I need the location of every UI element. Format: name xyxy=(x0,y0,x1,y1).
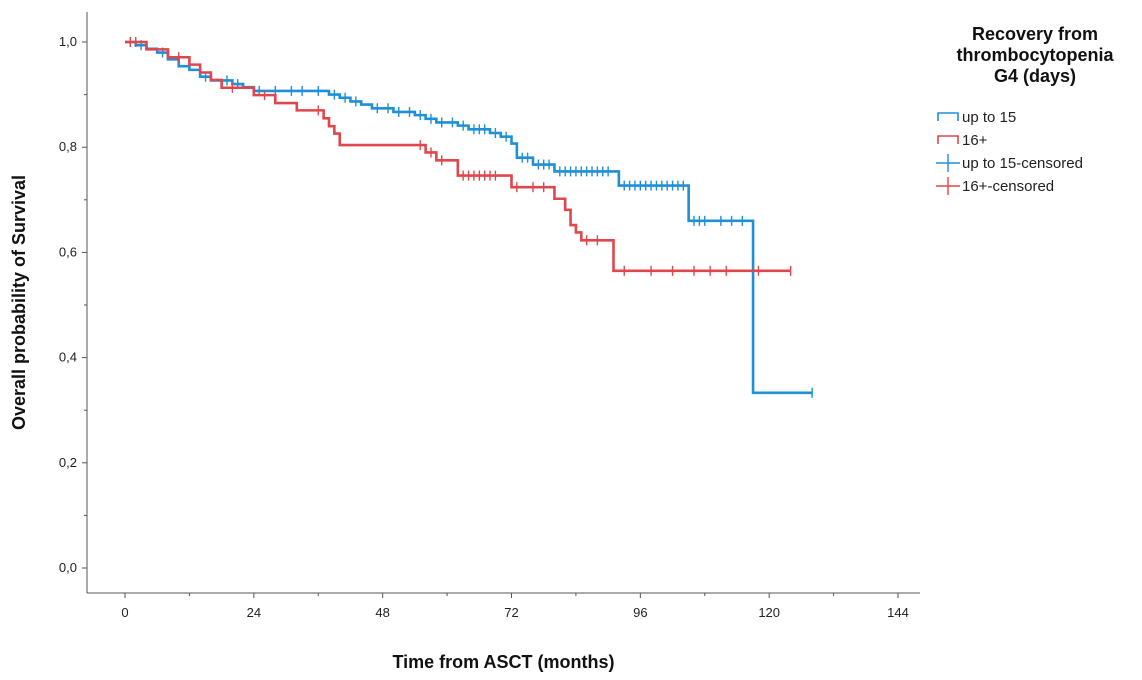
series-0 xyxy=(125,37,813,398)
series-layer xyxy=(125,37,813,398)
y-axis-title: Overall probability of Survival xyxy=(9,175,29,430)
x-tick-label: 144 xyxy=(887,605,909,620)
x-tick-label: 96 xyxy=(633,605,647,620)
x-tick-label: 120 xyxy=(758,605,780,620)
legend-label: up to 15 xyxy=(962,109,1016,126)
legend-label: up to 15-censored xyxy=(962,155,1083,172)
survival-curve xyxy=(125,40,813,395)
y-tick-label: 0,2 xyxy=(59,455,77,470)
legend-entry: 16+-censored xyxy=(936,177,1054,195)
x-tick-label: 48 xyxy=(375,605,389,620)
legend-title: G4 (days) xyxy=(994,66,1076,86)
x-axis-title: Time from ASCT (months) xyxy=(392,652,614,672)
legend-title: thrombocytopenia xyxy=(956,45,1114,65)
axes: 0,0 0,2 0,4 0,6 0,8 1,0 0 24 48 72 96 120 144 Time fr… xyxy=(9,12,920,672)
legend-label: 16+ xyxy=(962,132,988,149)
y-tick-label: 0,0 xyxy=(59,560,77,575)
legend-label: 16+-censored xyxy=(962,178,1054,195)
legend-entry: up to 15-censored xyxy=(936,154,1083,172)
legend-swatch xyxy=(937,112,959,121)
survival-curve xyxy=(125,40,791,273)
legend-title: Recovery from xyxy=(972,24,1098,44)
legend-entry: up to 15 xyxy=(937,109,1016,126)
y-tick-label: 0,6 xyxy=(59,244,77,259)
y-tick-label: 0,4 xyxy=(59,350,77,365)
legend-swatch xyxy=(937,135,959,144)
x-tick-label: 72 xyxy=(504,605,518,620)
y-tick-label: 1,0 xyxy=(59,34,77,49)
x-tick-label: 24 xyxy=(247,605,261,620)
series-1 xyxy=(125,37,792,276)
y-tick-label: 0,8 xyxy=(59,139,77,154)
legend-entry: 16+ xyxy=(937,132,988,149)
x-tick-label: 0 xyxy=(121,605,128,620)
